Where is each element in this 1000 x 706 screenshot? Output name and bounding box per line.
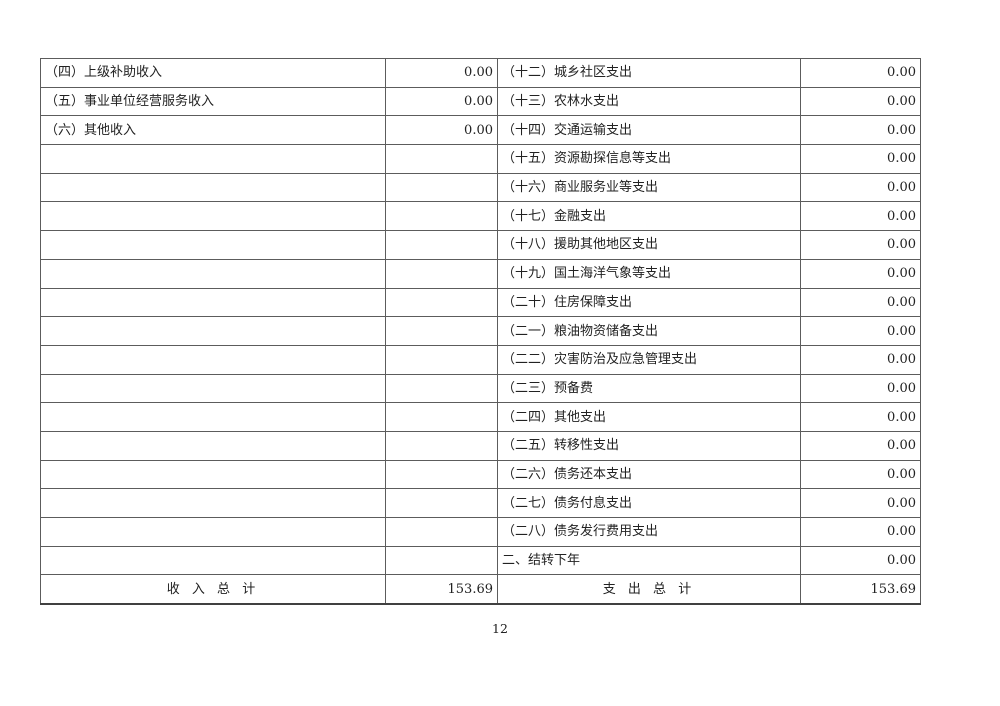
income-item-cell [40, 430, 386, 461]
table-row: （五）事业单位经营服务收入 0.00 （十三）农林水支出 0.00 [40, 86, 921, 117]
income-item-cell [40, 201, 386, 232]
income-amount-cell [385, 459, 498, 490]
income-item-cell [40, 230, 386, 260]
expense-item-cell: （十七）金融支出 [497, 201, 801, 232]
expense-amount-cell: 0.00 [800, 230, 921, 260]
table-row: （十八）援助其他地区支出 0.00 [40, 230, 921, 260]
income-amount-cell [385, 258, 498, 289]
income-item-cell: （五）事业单位经营服务收入 [40, 86, 386, 117]
income-amount-cell [385, 517, 498, 547]
table-row: （二八）债务发行费用支出 0.00 [40, 517, 921, 547]
table-row: （二七）债务付息支出 0.00 [40, 488, 921, 518]
income-item-cell [40, 402, 386, 432]
expense-amount-cell: 0.00 [800, 373, 921, 404]
income-amount-cell [385, 144, 498, 174]
expense-item-cell: 二、结转下年 [497, 545, 801, 576]
page-number: 12 [492, 621, 508, 636]
income-amount-cell: 0.00 [385, 86, 498, 117]
income-amount-cell [385, 488, 498, 518]
income-amount-cell: 0.00 [385, 58, 498, 88]
income-item-cell [40, 373, 386, 404]
income-amount-cell [385, 373, 498, 404]
income-amount-cell [385, 172, 498, 203]
income-item-cell [40, 459, 386, 490]
expense-amount-cell: 0.00 [800, 402, 921, 432]
table-row: （二四）其他支出 0.00 [40, 402, 921, 432]
expense-item-cell: （二七）债务付息支出 [497, 488, 801, 518]
table-row: （二一）粮油物资储备支出 0.00 [40, 316, 921, 346]
table-row: （十六）商业服务业等支出 0.00 [40, 172, 921, 203]
expense-total-amount: 153.69 [800, 574, 921, 605]
income-amount-cell [385, 344, 498, 375]
expense-item-cell: （二四）其他支出 [497, 402, 801, 432]
expense-amount-cell: 0.00 [800, 545, 921, 576]
income-item-cell [40, 172, 386, 203]
expense-amount-cell: 0.00 [800, 459, 921, 490]
expense-amount-cell: 0.00 [800, 344, 921, 375]
expense-total-label: 支 出 总 计 [497, 574, 801, 605]
expense-amount-cell: 0.00 [800, 86, 921, 117]
income-item-cell [40, 488, 386, 518]
expense-amount-cell: 0.00 [800, 172, 921, 203]
income-amount-cell [385, 230, 498, 260]
income-item-cell [40, 344, 386, 375]
expense-amount-cell: 0.00 [800, 258, 921, 289]
table-row: 二、结转下年 0.00 [40, 545, 921, 576]
income-amount-cell [385, 430, 498, 461]
income-item-cell: （四）上级补助收入 [40, 58, 386, 88]
expense-amount-cell: 0.00 [800, 58, 921, 88]
table-row: （十七）金融支出 0.00 [40, 201, 921, 232]
expense-item-cell: （二十）住房保障支出 [497, 287, 801, 318]
table-row: （二五）转移性支出 0.00 [40, 430, 921, 461]
expense-amount-cell: 0.00 [800, 517, 921, 547]
income-item-cell [40, 287, 386, 318]
table-row: （二十）住房保障支出 0.00 [40, 287, 921, 318]
income-amount-cell [385, 316, 498, 346]
income-item-cell [40, 258, 386, 289]
expense-item-cell: （二五）转移性支出 [497, 430, 801, 461]
expense-item-cell: （十九）国土海洋气象等支出 [497, 258, 801, 289]
expense-item-cell: （十五）资源勘探信息等支出 [497, 144, 801, 174]
table-row: （二三）预备费 0.00 [40, 373, 921, 404]
table-row: （四）上级补助收入 0.00 （十二）城乡社区支出 0.00 [40, 58, 921, 88]
expense-item-cell: （十八）援助其他地区支出 [497, 230, 801, 260]
income-item-cell [40, 517, 386, 547]
expense-item-cell: （二八）债务发行费用支出 [497, 517, 801, 547]
expense-item-cell: （十四）交通运输支出 [497, 115, 801, 146]
table-row: （十九）国土海洋气象等支出 0.00 [40, 258, 921, 289]
income-item-cell [40, 144, 386, 174]
expense-amount-cell: 0.00 [800, 144, 921, 174]
income-item-cell [40, 545, 386, 576]
expense-item-cell: （二六）债务还本支出 [497, 459, 801, 490]
expense-item-cell: （二三）预备费 [497, 373, 801, 404]
table-row: （十五）资源勘探信息等支出 0.00 [40, 144, 921, 174]
expense-amount-cell: 0.00 [800, 115, 921, 146]
budget-table-body: （四）上级补助收入 0.00 （十二）城乡社区支出 0.00 （五）事业单位经营服务收入… [40, 58, 921, 576]
expense-amount-cell: 0.00 [800, 430, 921, 461]
expense-amount-cell: 0.00 [800, 488, 921, 518]
income-amount-cell [385, 545, 498, 576]
expense-amount-cell: 0.00 [800, 316, 921, 346]
table-row: （二二）灾害防治及应急管理支出 0.00 [40, 344, 921, 375]
table-row: （二六）债务还本支出 0.00 [40, 459, 921, 490]
income-amount-cell [385, 287, 498, 318]
income-amount-cell: 0.00 [385, 115, 498, 146]
income-amount-cell [385, 402, 498, 432]
table-row: （六）其他收入 0.00 （十四）交通运输支出 0.00 [40, 115, 921, 146]
income-total-amount: 153.69 [385, 574, 498, 605]
expense-amount-cell: 0.00 [800, 287, 921, 318]
expense-item-cell: （二二）灾害防治及应急管理支出 [497, 344, 801, 375]
expense-item-cell: （十六）商业服务业等支出 [497, 172, 801, 203]
expense-item-cell: （十二）城乡社区支出 [497, 58, 801, 88]
expense-item-cell: （十三）农林水支出 [497, 86, 801, 117]
income-amount-cell [385, 201, 498, 232]
expense-item-cell: （二一）粮油物资储备支出 [497, 316, 801, 346]
income-item-cell: （六）其他收入 [40, 115, 386, 146]
income-total-label: 收 入 总 计 [40, 574, 386, 605]
income-item-cell [40, 316, 386, 346]
expense-amount-cell: 0.00 [800, 201, 921, 232]
budget-table: （四）上级补助收入 0.00 （十二）城乡社区支出 0.00 （五）事业单位经营服务收入… [40, 58, 921, 606]
total-row: 收 入 总 计 153.69 支 出 总 计 153.69 [40, 574, 921, 605]
